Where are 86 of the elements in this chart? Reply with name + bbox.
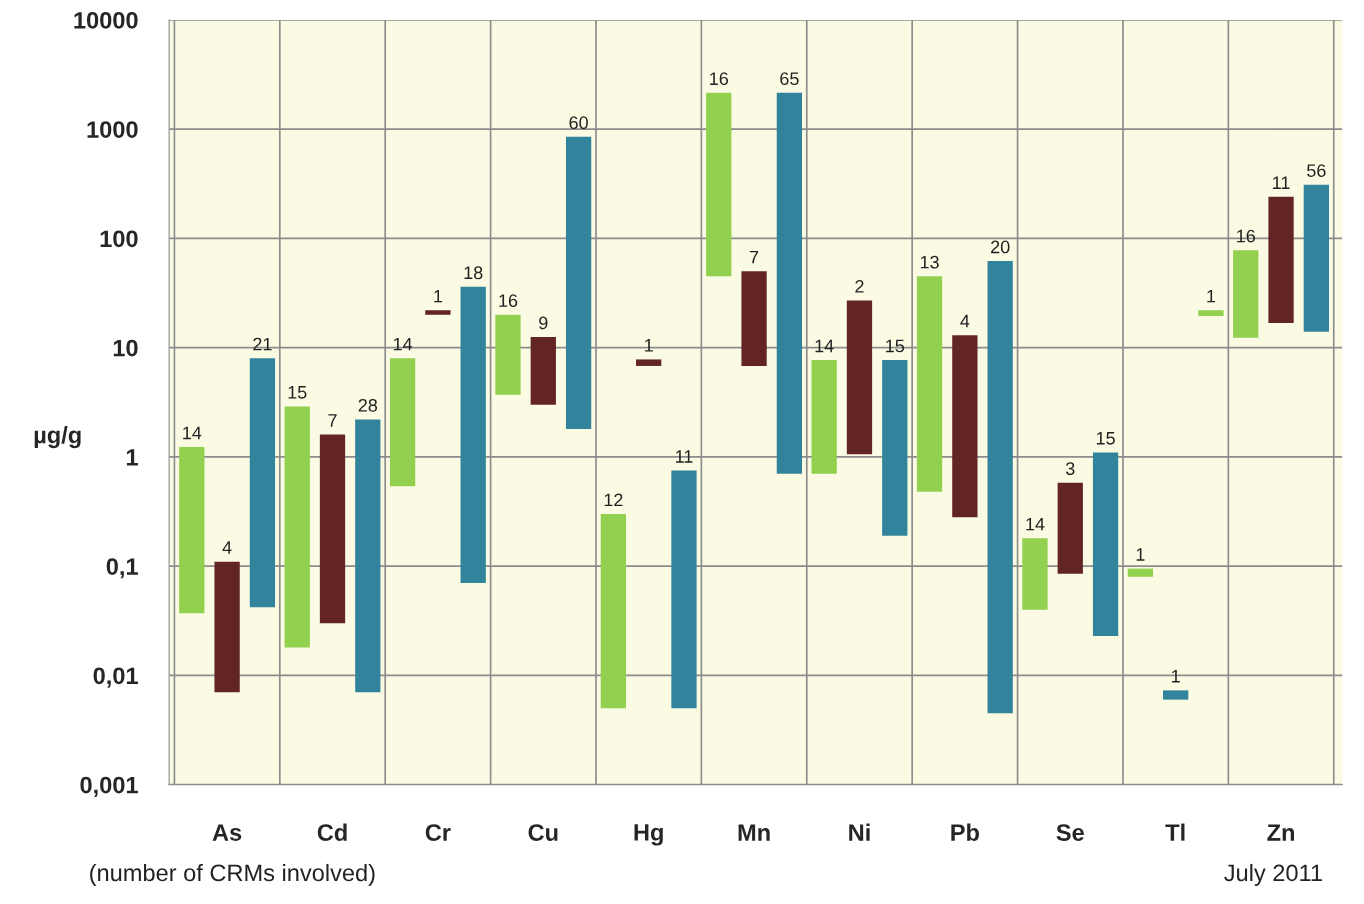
- bar: [741, 271, 767, 366]
- annotation: 1: [1207, 289, 1216, 303]
- x-tick-label: Se: [1056, 824, 1084, 841]
- bar: [952, 335, 978, 518]
- bar: [882, 360, 908, 536]
- annotation: 1: [1172, 670, 1180, 683]
- bar: [389, 358, 416, 487]
- bar: [600, 514, 627, 709]
- annotation: 2: [855, 280, 864, 293]
- x-tick-label: As: [212, 824, 242, 841]
- x-tick-label: Cd: [317, 823, 347, 841]
- bar: [706, 92, 732, 277]
- text: (number of CRMs involved): [90, 863, 375, 886]
- annotation: 14: [1026, 517, 1045, 531]
- annotation: 20: [991, 240, 1010, 254]
- annotation: 16: [499, 294, 518, 308]
- annotation: 9: [539, 316, 548, 330]
- annotation: 11: [675, 450, 693, 463]
- annotation: 1: [434, 289, 443, 303]
- bar: [1127, 568, 1153, 577]
- x-tick-label: Pb: [951, 823, 979, 841]
- annotation: 7: [328, 414, 337, 427]
- annotation: 1: [645, 339, 653, 352]
- bar: [846, 300, 873, 455]
- bar: [776, 92, 803, 474]
- bar: [460, 286, 486, 584]
- y-tick-label: 10: [113, 339, 138, 357]
- annotation: 15: [1096, 432, 1115, 445]
- text: July 2011: [1224, 863, 1322, 886]
- bar: [249, 358, 276, 608]
- y-tick-label: 0,01: [93, 667, 138, 688]
- annotation: 4: [960, 314, 970, 328]
- annotation: 56: [1307, 164, 1326, 177]
- bar: [916, 276, 943, 492]
- bar: [1303, 184, 1329, 332]
- bar: [284, 406, 310, 648]
- x-tick-label: Zn: [1267, 824, 1295, 841]
- annotation: 60: [569, 116, 588, 130]
- annotation: 11: [1273, 176, 1290, 189]
- annotation: 7: [749, 250, 759, 264]
- annotation: 14: [183, 426, 202, 440]
- x-tick-label: Ni: [849, 823, 870, 841]
- annotation: 1: [1136, 548, 1145, 561]
- annotation: 21: [253, 337, 272, 351]
- bar: [565, 136, 592, 430]
- bar: [214, 561, 240, 693]
- bar: [319, 434, 346, 624]
- x-tick-label: Tl: [1165, 823, 1185, 841]
- bar: [179, 447, 205, 614]
- bar: [636, 359, 662, 366]
- bar: [530, 337, 556, 405]
- annotation: 13: [920, 255, 939, 269]
- annotation: 16: [1237, 229, 1255, 243]
- x-tick-label: Mn: [738, 824, 770, 841]
- x-tick-label: Hg: [634, 824, 663, 846]
- y-axis-title: µg/g: [34, 426, 81, 449]
- annotation: 3: [1065, 462, 1075, 476]
- y-tick-label: 10000: [74, 11, 138, 29]
- bar: [355, 419, 381, 693]
- annotation: 4: [222, 541, 232, 554]
- bar: [811, 360, 837, 474]
- y-tick-label: 1: [126, 449, 138, 466]
- y-tick-label: 1000: [87, 121, 138, 138]
- bar: [1268, 196, 1294, 324]
- bar: [671, 470, 697, 709]
- annotation: 14: [393, 337, 413, 351]
- bar: [1233, 250, 1259, 338]
- bar: [425, 310, 451, 315]
- bar: [1022, 538, 1048, 610]
- annotation: 15: [886, 339, 905, 353]
- bar: [495, 314, 521, 395]
- y-tick-label: 100: [100, 230, 138, 248]
- annotation: 18: [464, 266, 483, 280]
- annotation: 65: [780, 72, 799, 86]
- x-tick-label: Cu: [528, 824, 558, 841]
- annotation: 15: [288, 386, 307, 399]
- annotation: 28: [358, 398, 378, 412]
- bar: [987, 261, 1013, 714]
- y-tick-label: 0,001: [80, 776, 138, 797]
- bar: [1092, 452, 1119, 636]
- x-tick-label: Cr: [425, 824, 451, 841]
- annotation: 16: [710, 72, 729, 86]
- y-tick-label: 0,1: [106, 558, 138, 579]
- annotation: 12: [604, 493, 623, 507]
- annotation: 14: [815, 339, 834, 353]
- bar: [1057, 482, 1083, 574]
